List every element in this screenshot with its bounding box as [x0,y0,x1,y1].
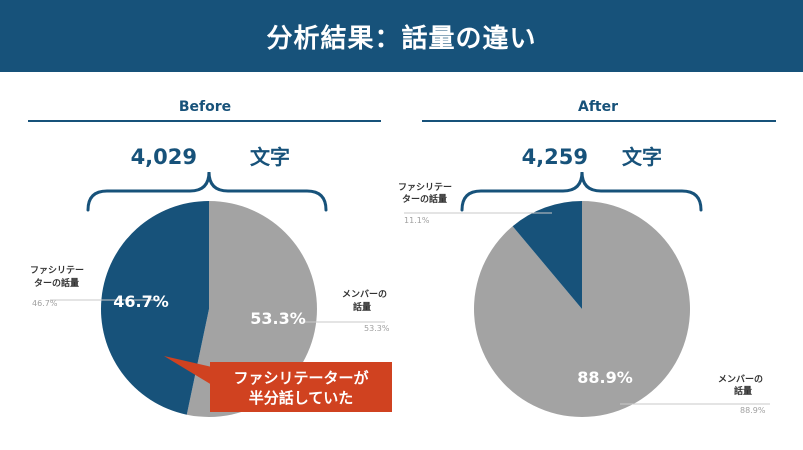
callout-line2: 半分話していた [249,389,354,407]
before-members-small-pct: 53.3% [364,324,390,333]
after-panel: After 4,259 文字 ファシリテー ターの話量 11.1% メンバーの … [398,99,776,417]
before-brace [86,171,328,212]
before-facilitator-small-pct: 46.7% [32,299,58,308]
before-members-label-line1: メンバーの [342,289,387,300]
after-pie-slice-members [474,201,691,417]
after-facilitator-label-line1: ファシリテー [398,182,452,193]
after-total-unit: 文字 [622,145,662,169]
callout-line1: ファシリテーターが [233,369,369,387]
after-facilitator-label-line2: ターの話量 [402,193,447,205]
after-pie [474,201,691,417]
after-title: After [578,99,618,115]
page-header: 分析結果：話量の違い [0,0,803,72]
after-members-label-line1: メンバーの [718,374,763,385]
after-total-value: 4,259 [522,145,588,169]
page-title: 分析結果：話量の違い [266,23,537,54]
before-facilitator-label-line1: ファシリテー [30,265,84,276]
after-members-label-line2: 話量 [734,385,752,397]
callout-box: ファシリテーターが 半分話していた [164,356,392,412]
after-facilitator-small-pct: 11.1% [404,216,430,225]
before-panel: Before 4,029 文字 ファシリテー ターの話量 46.7% 46.7%… [28,99,392,418]
before-facilitator-label-line2: ターの話量 [34,277,79,289]
after-members-pct: 88.9% [577,368,633,387]
after-brace [460,171,703,212]
callout-rect [210,362,392,412]
after-pie-slice-facilitator [512,201,582,309]
before-total-unit: 文字 [250,145,290,169]
before-title: Before [179,99,231,115]
callout-pointer [164,356,212,385]
before-members-pct: 53.3% [250,309,306,328]
before-total-value: 4,029 [131,145,197,169]
before-members-label-line2: 話量 [353,301,371,313]
before-facilitator-pct: 46.7% [113,292,169,311]
after-members-small-pct: 88.9% [740,406,766,415]
